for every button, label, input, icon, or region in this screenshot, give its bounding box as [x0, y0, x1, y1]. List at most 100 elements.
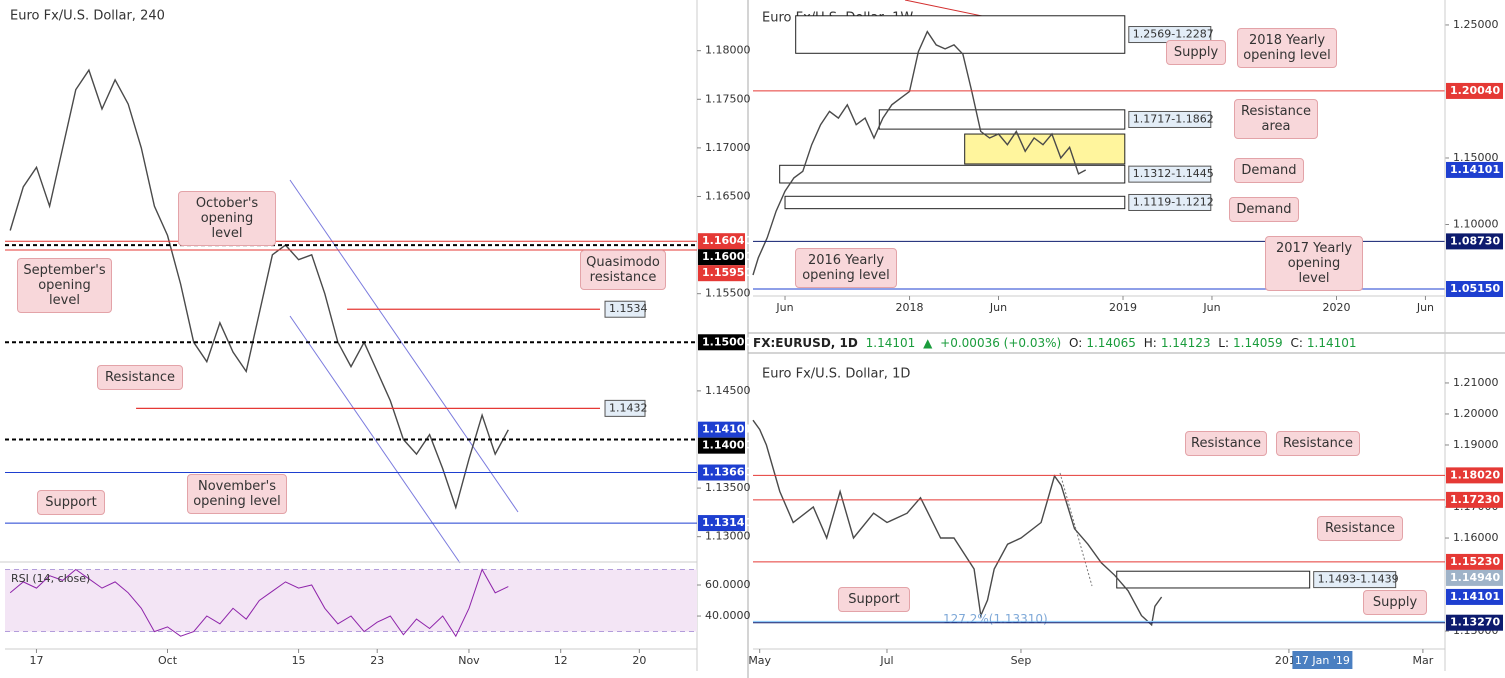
x-tick-label: 23 — [370, 654, 384, 667]
callout: Support — [37, 490, 105, 515]
callout: Resistance — [1317, 516, 1403, 541]
callout: 2018 Yearly opening level — [1237, 28, 1337, 68]
x-tick-label: 2020 — [1322, 301, 1350, 314]
x-tick-label: May — [748, 654, 771, 667]
level-label: 1.08730 — [1450, 234, 1500, 247]
callout: Support — [838, 587, 910, 612]
callout: 2016 Yearly opening level — [795, 248, 897, 288]
level-label-box — [698, 464, 745, 481]
info-bar: FX:EURUSD, 1D 1.14101 ▲ +0.00036 (+0.03%… — [753, 335, 1361, 352]
y-tick-label: 1.15000 — [1453, 151, 1499, 164]
chart-title: Euro Fx/U.S. Dollar, 1D — [762, 367, 910, 382]
zone — [784, 195, 1126, 210]
value: 1.14101 — [1306, 336, 1357, 350]
callout: Demand — [1234, 158, 1304, 183]
x-marker-label: 17 Jan '19 — [1295, 654, 1350, 667]
segment-label-box — [604, 300, 646, 318]
zone-label-box — [1128, 165, 1212, 183]
value: 1.14123 — [1160, 336, 1211, 350]
level-label: 1.15000 — [702, 335, 752, 348]
rsi-tick-label: 40.0000 — [705, 609, 751, 622]
callout: October's opening level — [178, 191, 276, 246]
x-tick-label: Mar — [1413, 654, 1434, 667]
y-tick-label: 1.17500 — [705, 92, 751, 105]
trend-line — [1059, 472, 1093, 587]
level-label: 1.14101 — [702, 423, 752, 436]
label: L: — [1218, 336, 1230, 350]
x-tick-label: 2019 — [1109, 301, 1137, 314]
x-tick-label: Jul — [879, 654, 893, 667]
y-tick-label: 1.19000 — [1453, 438, 1499, 451]
label: O: — [1069, 336, 1083, 350]
level-label-box — [698, 515, 745, 532]
level-label-box — [698, 334, 745, 351]
level-label-box — [1446, 161, 1503, 178]
x-tick-label: Oct — [158, 654, 178, 667]
segment-label: 127.2%(1.13310) — [943, 612, 1048, 626]
price-line — [752, 30, 1087, 276]
rsi-band — [5, 569, 697, 632]
y-tick-label: 1.16000 — [1453, 531, 1499, 544]
level-label: 1.16000 — [702, 250, 752, 263]
level-label: 1.14101 — [1450, 590, 1500, 603]
channel-line — [289, 315, 461, 564]
x-tick-label: Jun — [989, 301, 1007, 314]
zone-label-box — [1313, 571, 1397, 589]
x-tick-label: Jun — [1202, 301, 1220, 314]
level-label: 1.13660 — [702, 466, 752, 479]
level-label-box — [1446, 553, 1503, 570]
y-tick-label: 1.15500 — [705, 287, 751, 300]
level-label: 1.14000 — [702, 439, 752, 452]
zone-label: 1.1493-1.1439 — [1318, 573, 1399, 586]
y-tick-label: 1.13000 — [705, 530, 751, 543]
y-tick-label: 1.14500 — [705, 384, 751, 397]
level-label-box — [1446, 491, 1503, 508]
level-label: 1.15230 — [1450, 555, 1500, 568]
zone-label-box — [1128, 110, 1212, 128]
value: 1.14059 — [1233, 336, 1283, 350]
zone — [1116, 570, 1311, 589]
level-label-box — [1446, 281, 1503, 298]
segment-label: 1.1432 — [609, 401, 648, 414]
callout: Supply — [1166, 40, 1226, 65]
callout: Resistance area — [1234, 99, 1318, 139]
zone — [878, 109, 1126, 130]
change: +0.00036 (+0.03%) — [940, 336, 1062, 350]
level-label-box — [1446, 467, 1503, 484]
callout: Resistance — [97, 365, 183, 390]
level-label: 1.05150 — [1450, 282, 1500, 295]
x-tick-label: 12 — [554, 654, 568, 667]
level-label: 1.14940 — [1450, 571, 1500, 584]
level-label: 1.17230 — [1450, 493, 1500, 506]
y-tick-label: 1.10000 — [1453, 217, 1499, 230]
callout: Resistance — [1276, 431, 1360, 456]
level-label: 1.16040 — [702, 234, 752, 247]
level-label: 1.15950 — [702, 266, 752, 279]
y-tick-label: 1.17000 — [705, 141, 751, 154]
x-tick-label: Nov — [458, 654, 480, 667]
zone-label: 1.1312-1.1445 — [1133, 167, 1214, 180]
callout: Quasimodo resistance — [580, 250, 666, 290]
x-tick-label: 2018 — [896, 301, 924, 314]
callout: Resistance — [1185, 431, 1267, 456]
y-tick-label: 1.25000 — [1453, 18, 1499, 31]
zone-label: 1.1119-1.1212 — [1133, 195, 1214, 208]
price-line — [752, 419, 1163, 627]
zone-label: 1.1717-1.1862 — [1133, 112, 1214, 125]
arrow: ▲ — [923, 336, 933, 350]
zone — [964, 133, 1126, 165]
price-line — [9, 68, 509, 510]
last-price: 1.14101 — [865, 336, 916, 350]
x-tick-label: 17 — [29, 654, 43, 667]
level-label-box — [1446, 82, 1503, 99]
x-marker-box — [1292, 651, 1353, 669]
symbol: FX:EURUSD, 1D — [753, 336, 858, 350]
channel-line — [289, 179, 519, 513]
zone-label-box — [1128, 193, 1212, 211]
label: H: — [1143, 336, 1157, 350]
level-label: 1.18020 — [1450, 468, 1500, 481]
y-tick-label: 1.21000 — [1453, 376, 1499, 389]
zone — [779, 164, 1126, 184]
x-tick-label: Sep — [1011, 654, 1032, 667]
rsi-tick-label: 60.0000 — [705, 578, 751, 591]
